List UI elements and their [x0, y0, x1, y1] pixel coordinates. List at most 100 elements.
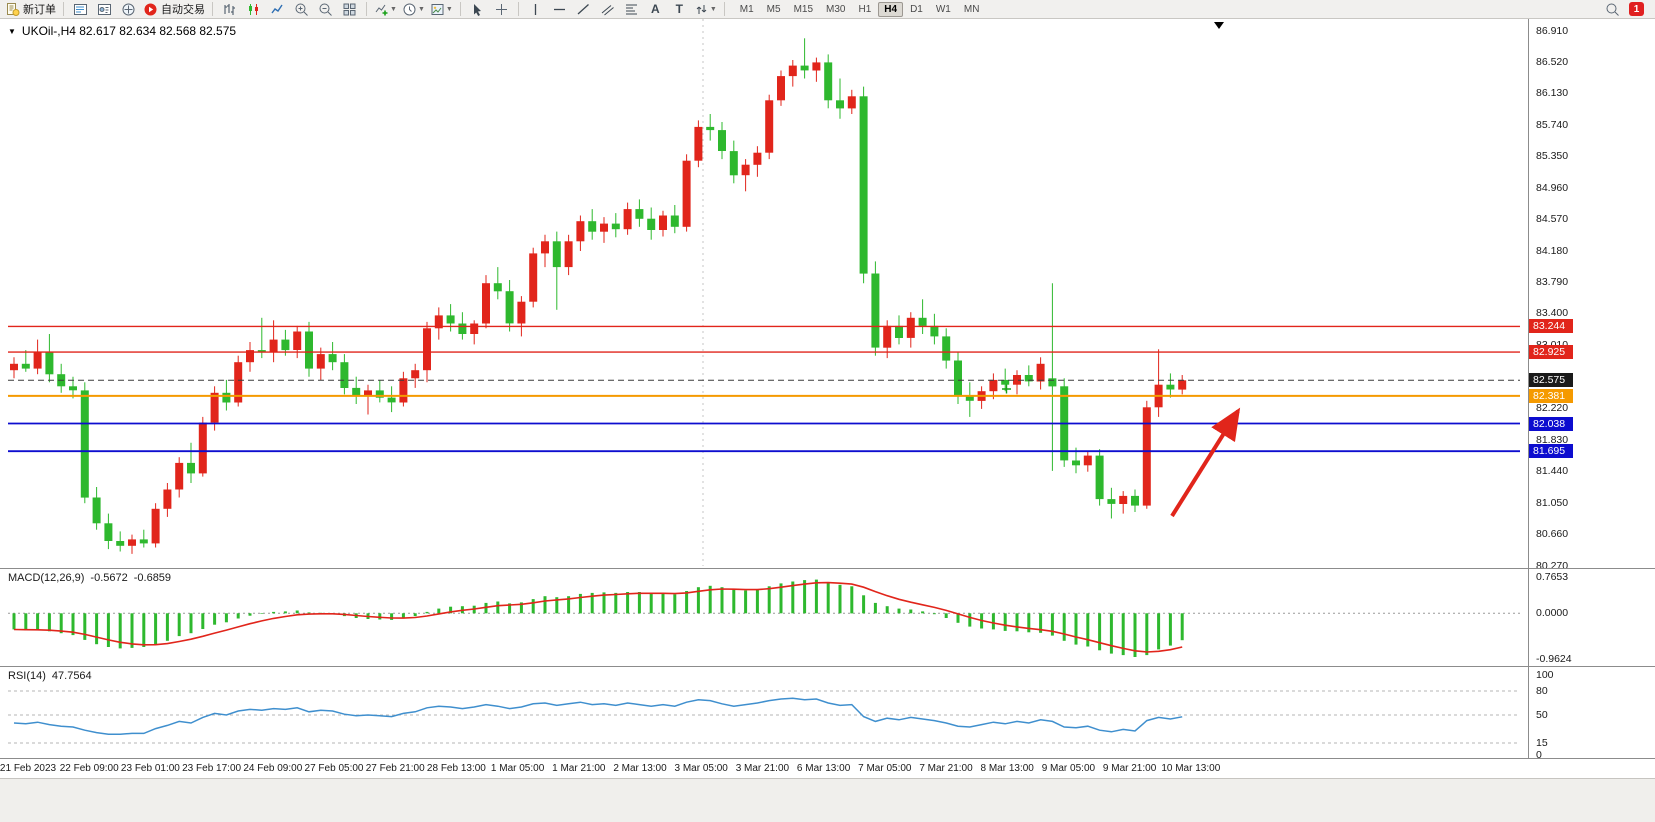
- zoom-out-icon[interactable]: [314, 1, 337, 18]
- time-axis-label: 1 Mar 05:00: [490, 763, 545, 774]
- notification-badge[interactable]: 1: [1629, 2, 1644, 16]
- chart-title-text: UKOil-,H4 82.617 82.634 82.568 82.575: [21, 24, 237, 38]
- time-axis-label: 28 Feb 13:00: [426, 763, 486, 774]
- trendline-tool-icon[interactable]: [572, 1, 595, 18]
- arrows-tool-button[interactable]: ▼: [692, 1, 719, 18]
- cursor-tool-icon[interactable]: [466, 1, 489, 18]
- separator: [366, 2, 367, 16]
- rsi-panel[interactable]: RSI(14) 47.7564 100 80 50 15 0: [0, 666, 1655, 761]
- time-axis-label: 7 Mar 05:00: [858, 763, 912, 774]
- line-chart-type-icon[interactable]: [266, 1, 289, 18]
- clock-icon: [403, 3, 416, 15]
- price-axis-label: 80.660: [1536, 528, 1569, 541]
- rsi-axis-label: 0: [1536, 748, 1542, 761]
- bar-chart-type-icon[interactable]: [218, 1, 241, 18]
- price-axis-label: 86.130: [1536, 87, 1569, 100]
- price-scale[interactable]: 86.910 86.520 86.130 85.740 85.350 84.960 84.5…: [1528, 19, 1655, 572]
- price-level-box-82.925: 82.925: [1529, 345, 1573, 360]
- macd-scale[interactable]: 0.7653 0.0000 -0.9624: [1528, 569, 1655, 666]
- chart-shift-marker[interactable]: [1214, 22, 1224, 29]
- channel-tool-icon[interactable]: [596, 1, 619, 18]
- tile-windows-icon[interactable]: [338, 1, 361, 18]
- time-axis-label: 21 Feb 2023: [0, 763, 57, 774]
- time-axis[interactable]: 21 Feb 2023 22 Feb 09:00 23 Feb 01:00 23 Fe…: [0, 758, 1655, 778]
- macd-signal-line: [13, 581, 1183, 653]
- ohlc-toggle-icon[interactable]: ▼: [8, 26, 16, 36]
- time-axis-label: 9 Mar 21:00: [1102, 763, 1157, 774]
- time-axis-label: 1 Mar 21:00: [552, 763, 606, 774]
- new-order-button[interactable]: 新订单: [3, 1, 58, 18]
- time-axis-label: 22 Feb 09:00: [59, 763, 119, 774]
- arrows-icon: [696, 4, 707, 14]
- price-axis-label: 86.910: [1536, 24, 1569, 37]
- price-axis-label: 84.570: [1536, 213, 1569, 225]
- timeframe-mn[interactable]: MN: [963, 3, 980, 15]
- text-tool[interactable]: A: [644, 1, 667, 18]
- template-icon: [431, 3, 444, 15]
- main-chart-panel[interactable]: ▼ UKOil-,H4 82.617 82.634 82.568 82.575 …: [0, 19, 1655, 572]
- zoom-in-icon[interactable]: [290, 1, 313, 18]
- rsi-name: RSI(14): [8, 670, 46, 682]
- time-axis-label: 3 Mar 05:00: [674, 763, 728, 774]
- bottom-strip: [0, 778, 1655, 822]
- price-axis-label: 82.220: [1536, 402, 1569, 415]
- rsi-label: RSI(14) 47.7564: [8, 670, 98, 682]
- timeframe-h4[interactable]: H4: [878, 1, 904, 17]
- time-axis-label: 3 Mar 21:00: [735, 763, 790, 774]
- macd-value-main: -0.5672: [90, 572, 128, 584]
- timeframe-m15[interactable]: M15: [793, 3, 814, 15]
- price-axis-label: 81.440: [1536, 465, 1569, 478]
- rsi-axis-label: 15: [1536, 736, 1548, 749]
- macd-axis-label: 0.0000: [1536, 606, 1569, 619]
- price-axis-label: 83.790: [1536, 275, 1569, 288]
- candlestick-type-icon[interactable]: [242, 1, 265, 18]
- separator: [63, 2, 64, 16]
- market-watch-icon[interactable]: [69, 1, 92, 18]
- time-axis-label: 2 Mar 13:00: [613, 763, 667, 774]
- timeframe-m1[interactable]: M1: [739, 3, 754, 15]
- navigator-icon[interactable]: [117, 1, 140, 18]
- price-axis-label: 85.350: [1536, 150, 1569, 163]
- price-axis-label: 81.830: [1536, 433, 1569, 446]
- separator: [723, 2, 725, 16]
- time-axis-label: 24 Feb 09:00: [243, 763, 303, 774]
- horizontal-line-tool-icon[interactable]: [548, 1, 571, 18]
- autotrade-button[interactable]: 自动交易: [141, 1, 207, 18]
- timeframe-h1[interactable]: H1: [858, 3, 872, 15]
- dropdown-caret: ▼: [417, 5, 425, 13]
- macd-label: MACD(12,26,9) -0.5672 -0.6859: [8, 572, 177, 584]
- timeframe-m5[interactable]: M5: [766, 3, 781, 15]
- trend-arrow: [1170, 407, 1241, 518]
- candlestick-chart[interactable]: [0, 19, 1528, 568]
- label-tool[interactable]: T: [668, 1, 691, 18]
- autotrade-label: 自动交易: [161, 4, 205, 16]
- crosshair-tool-icon[interactable]: [490, 1, 513, 18]
- fibonacci-tool-icon[interactable]: [620, 1, 643, 18]
- template-button[interactable]: ▼: [428, 1, 455, 18]
- time-axis-label: 23 Feb 17:00: [182, 763, 242, 774]
- timeframe-w1[interactable]: W1: [935, 3, 951, 15]
- new-order-icon: [7, 2, 20, 16]
- macd-axis-label: 0.7653: [1536, 570, 1569, 583]
- data-window-icon[interactable]: [93, 1, 116, 18]
- autotrade-icon: [144, 3, 157, 15]
- time-axis-label: 7 Mar 21:00: [919, 763, 973, 774]
- timeframe-d1[interactable]: D1: [910, 3, 923, 15]
- new-order-label: 新订单: [23, 4, 56, 16]
- macd-chart: [8, 579, 1520, 657]
- time-axis-label: 23 Feb 01:00: [120, 763, 180, 774]
- timeframe-m30[interactable]: M30: [826, 3, 846, 15]
- vertical-line-tool-icon[interactable]: [524, 1, 547, 18]
- periods-button[interactable]: ▼: [400, 1, 427, 18]
- rsi-axis-label: 50: [1536, 708, 1548, 721]
- dropdown-caret: ▼: [709, 5, 717, 13]
- rsi-scale[interactable]: 100 80 50 15 0: [1528, 667, 1655, 761]
- time-axis-label: 9 Mar 05:00: [1041, 763, 1096, 774]
- dropdown-caret: ▼: [445, 5, 453, 13]
- new-chart-button[interactable]: ▼: [372, 1, 399, 18]
- rsi-chart: [8, 690, 1520, 744]
- macd-value-signal: -0.6859: [133, 572, 172, 584]
- search-icon[interactable]: [1601, 1, 1624, 18]
- macd-panel[interactable]: MACD(12,26,9) -0.5672 -0.6859 0.7653 0.0000…: [0, 568, 1655, 666]
